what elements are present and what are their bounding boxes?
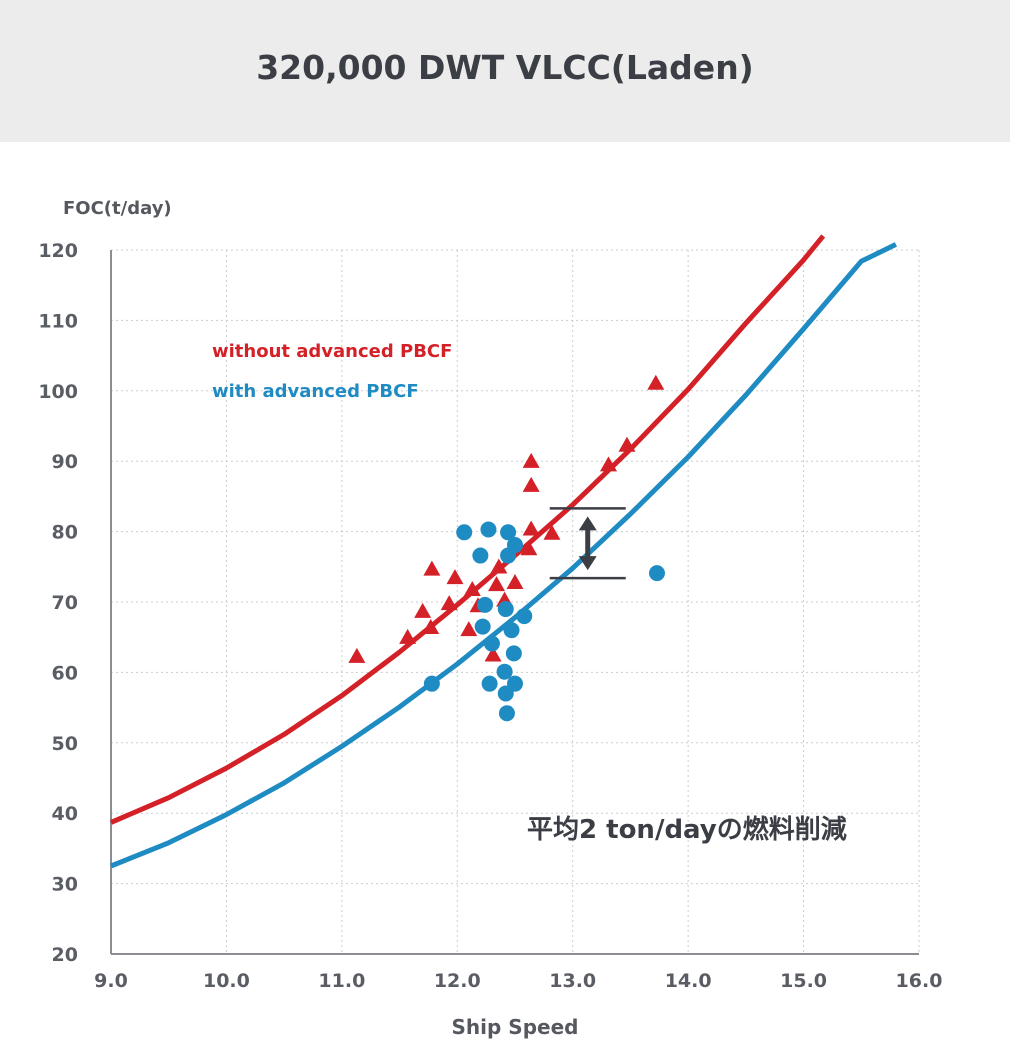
circle-point [497, 601, 514, 618]
triangle-point [399, 628, 417, 644]
fit-curves [110, 234, 897, 869]
legend-without-pbcf: without advanced PBCF [212, 341, 452, 362]
circle-point [503, 622, 520, 639]
triangle-point [484, 646, 502, 662]
triangle-point [522, 476, 540, 492]
triangle-point [488, 576, 506, 592]
fit-curve-series-0 [110, 234, 826, 825]
circle-point [507, 536, 523, 553]
triangle-point [647, 374, 665, 390]
triangle-point [348, 647, 366, 663]
triangle-point [522, 452, 540, 468]
chart-header [0, 0, 1010, 142]
triangle-point [490, 558, 508, 574]
y-tick-label: 80 [52, 522, 78, 544]
triangle-point [440, 595, 458, 611]
x-tick-label: 10.0 [203, 970, 250, 992]
chart-title: 320,000 DWT VLCC(Laden) [256, 48, 754, 87]
circle-point [483, 635, 500, 652]
x-tick-label: 16.0 [896, 970, 943, 992]
triangle-point [460, 621, 478, 637]
triangle-point [618, 436, 636, 452]
circle-point [505, 645, 522, 662]
triangle-point [422, 619, 440, 635]
triangle-point [522, 520, 540, 536]
y-tick-label: 90 [52, 451, 78, 473]
circle-point [516, 608, 533, 625]
axes [110, 250, 919, 955]
tick-labels: 9.0 10.0 11.0 12.0 13.0 14.0 15.0 16.0 20 30 40 50 6… [38, 240, 942, 992]
y-tick-label: 40 [52, 803, 78, 825]
legend-with-pbcf: with advanced PBCF [212, 381, 419, 402]
circle-point [480, 521, 497, 538]
y-tick-label: 20 [52, 944, 78, 966]
fit-curve-series-1 [110, 242, 897, 869]
y-tick-label: 120 [38, 240, 78, 262]
triangle-point [423, 560, 441, 576]
x-tick-label: 13.0 [549, 970, 596, 992]
triangle-point [520, 540, 538, 556]
y-tick-label: 60 [52, 662, 78, 684]
circle-point [498, 705, 515, 722]
x-tick-label: 14.0 [665, 970, 712, 992]
gap-arrow-head-up [578, 516, 597, 531]
data-points [348, 374, 665, 722]
circle-point [476, 596, 493, 613]
y-tick-label: 100 [38, 381, 78, 403]
circle-point [423, 675, 440, 692]
annotation-text: 平均2 ton/dayの燃料削減 [527, 815, 847, 845]
y-axis-label: FOC(t/day) [63, 198, 172, 219]
circle-point [507, 675, 523, 692]
triangle-point [463, 581, 481, 597]
triangle-point [543, 524, 561, 540]
circle-point [500, 524, 517, 541]
circle-point [481, 675, 498, 692]
triangle-point [599, 456, 617, 472]
x-axis-label: Ship Speed [451, 1015, 579, 1039]
y-tick-label: 70 [52, 592, 78, 614]
x-tick-label: 11.0 [318, 970, 365, 992]
y-tick-label: 30 [52, 874, 78, 896]
y-tick-label: 110 [38, 310, 78, 332]
x-tick-label: 9.0 [94, 970, 128, 992]
gap-arrow-head-down [578, 556, 597, 571]
circle-point [496, 663, 513, 680]
circle-point [648, 565, 665, 582]
x-tick-label: 12.0 [434, 970, 481, 992]
triangle-point [414, 602, 432, 618]
triangle-point [446, 569, 464, 585]
circle-point [456, 524, 473, 541]
circle-point [472, 547, 489, 564]
triangle-point [506, 573, 524, 589]
x-tick-label: 15.0 [780, 970, 827, 992]
gap-annotation [549, 507, 626, 580]
circle-point [474, 618, 491, 635]
y-tick-label: 50 [52, 733, 78, 755]
